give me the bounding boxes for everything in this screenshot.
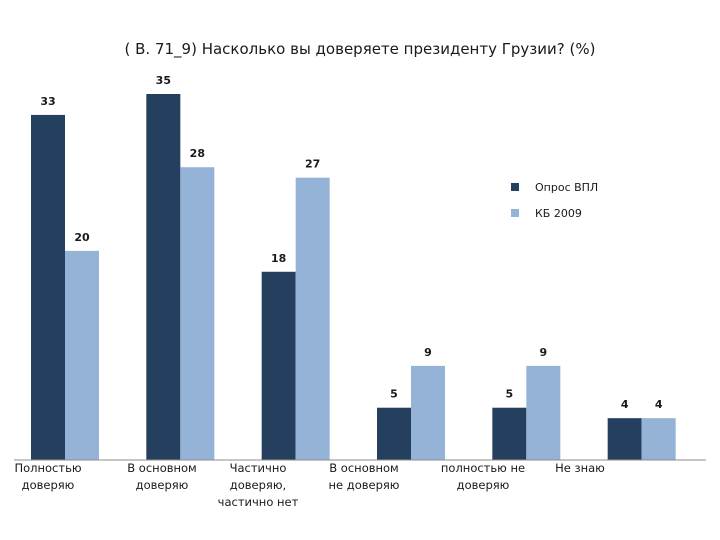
legend-swatch-1 [511,183,519,191]
bar-1-4 [377,407,411,460]
bar-1-1 [31,114,65,461]
bar-2-1 [65,250,99,460]
data-label-1-2: 35 [156,74,171,87]
category-labels-group: Полностью доверяю В основном доверяю Частичн… [14,461,605,509]
data-label-2-3: 27 [305,158,320,171]
category-label-4: В основном не доверяю [329,461,400,492]
data-label-2-2: 28 [190,147,205,160]
data-label-1-3: 18 [271,252,286,265]
bar-2-3 [295,177,330,460]
category-label-3: Частично доверяю, частично нет [218,461,299,509]
data-label-1-6: 4 [621,398,629,411]
category-label-2: В основном доверяю [127,461,196,492]
data-label-2-5: 9 [540,346,548,359]
legend: Опрос ВПЛ КБ 2009 [511,181,598,220]
bar-1-2 [146,94,181,460]
data-label-2-1: 20 [74,231,90,244]
bar-2-5 [526,365,561,460]
category-label-1: Полностью доверяю [14,461,81,492]
bars-group [31,94,676,461]
chart-title: ( В. 71_9) Насколько вы доверяете презид… [125,40,596,59]
category-label-5: полностью не доверяю [441,461,525,492]
bar-2-6 [641,418,676,460]
legend-label-1: Опрос ВПЛ [535,181,598,194]
data-label-1-5: 5 [506,388,514,401]
data-label-2-6: 4 [655,398,663,411]
data-label-1-1: 33 [40,95,55,108]
bar-2-2 [180,167,215,460]
data-labels-group: 33 20 35 28 18 27 5 9 5 9 4 4 [40,74,662,411]
legend-label-2: КБ 2009 [535,207,582,220]
bar-2-4 [411,365,445,460]
data-label-1-4: 5 [390,388,398,401]
legend-swatch-2 [511,209,519,217]
category-label-6: Не знаю [555,461,605,475]
data-label-2-4: 9 [424,346,432,359]
bar-1-3 [261,271,296,460]
bar-1-5 [492,407,527,460]
bar-1-6 [607,418,642,460]
